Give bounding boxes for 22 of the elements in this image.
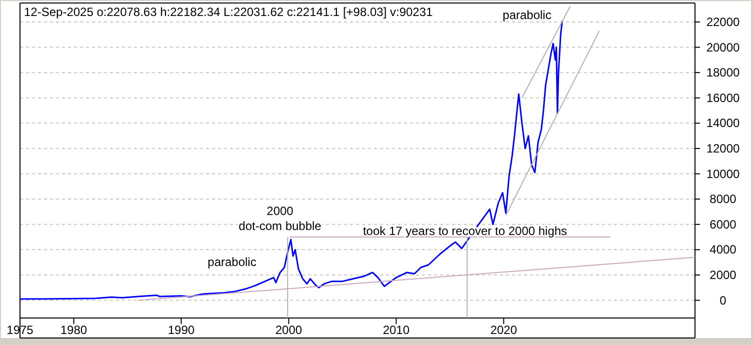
y-tick-label: 6000 bbox=[710, 217, 737, 232]
y-tick-label: 10000 bbox=[706, 166, 740, 181]
x-tick-label: 1990 bbox=[168, 323, 195, 337]
x-tick-label: 2010 bbox=[382, 323, 410, 337]
y-tick-label: 22000 bbox=[706, 14, 740, 29]
x-tick-label: 2020 bbox=[490, 323, 518, 337]
annotation: parabolic bbox=[502, 8, 552, 22]
y-tick-label: 0 bbox=[720, 293, 727, 308]
chart-title: 12-Sep-2025 o:22078.63 h:22182.34 L:22031.62 c:22141.1 [+98.03] v:90231 bbox=[24, 5, 434, 19]
y-tick-label: 4000 bbox=[710, 242, 737, 257]
y-tick-label: 20000 bbox=[706, 40, 740, 54]
annotation: dot-com bubble bbox=[238, 219, 322, 233]
y-tick-label: 14000 bbox=[706, 116, 740, 130]
y-tick-label: 16000 bbox=[706, 90, 740, 105]
y-tick-label: 2000 bbox=[710, 268, 737, 282]
annotation: parabolic bbox=[208, 255, 256, 269]
x-tick-label: 1980 bbox=[60, 323, 88, 337]
x-tick-label: 2000 bbox=[275, 323, 302, 337]
y-tick-label: 12000 bbox=[706, 141, 740, 156]
annotation: 2000 bbox=[266, 204, 294, 218]
y-tick-label: 8000 bbox=[710, 192, 737, 206]
y-tick-label: 18000 bbox=[706, 66, 740, 80]
